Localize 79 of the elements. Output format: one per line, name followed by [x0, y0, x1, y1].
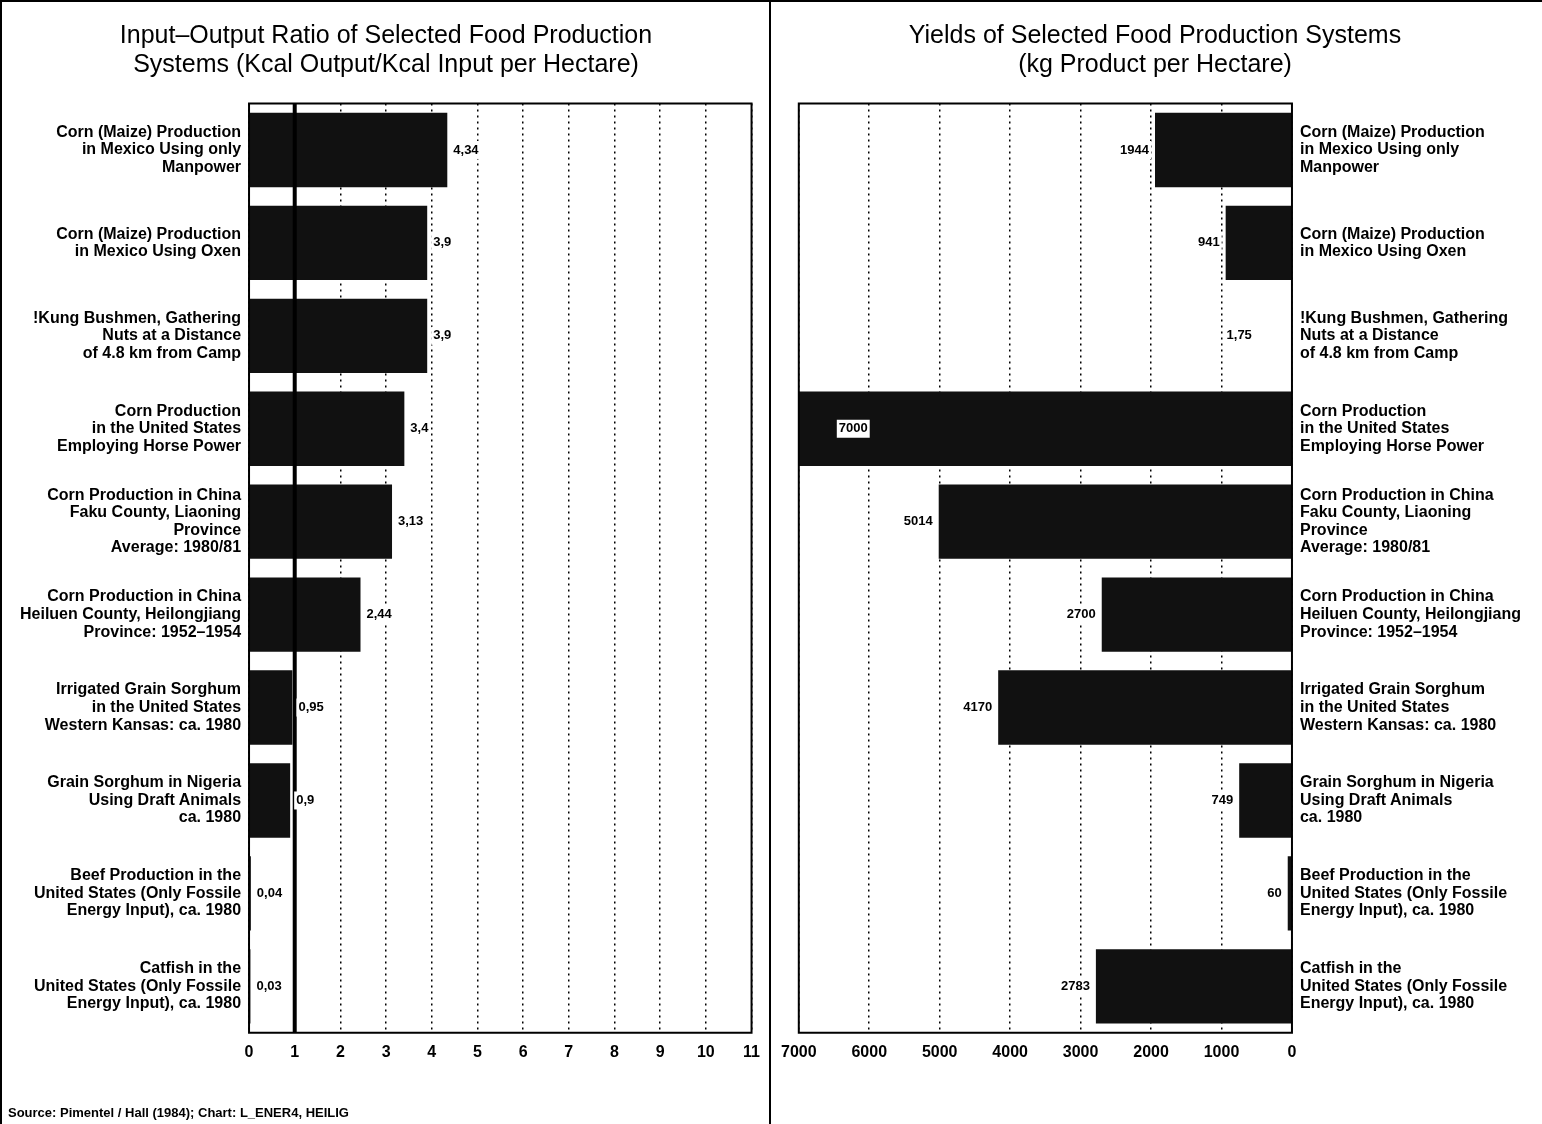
x-tick-label: 6000 — [851, 1042, 888, 1060]
y-tick-label: Grain Sorghum in Nigeria Using Draft Animals ca. 1980 — [47, 773, 242, 826]
y-tick-label: !Kung Bushmen, Gathering Nuts at a Distance of 4.8 km from Camp — [1299, 308, 1508, 361]
y-tick-label: Catfish in the United States (Only Fossile Energy Input), ca. 1980 — [33, 959, 242, 1012]
y-tick-label: Corn Production in China Heiluen County, Heilongjiang Province: 1952–1954 — [1299, 587, 1522, 640]
data-label: 2,44 — [366, 606, 393, 622]
data-label: 0,03 — [256, 977, 282, 993]
y-tick-label: !Kung Bushmen, Gathering Nuts at a Distance of 4.8 km from Camp — [33, 308, 242, 361]
y-tick-label: Beef Production in the United States (Only Fossile Energy Input), ca. 1980 — [1299, 866, 1508, 919]
chart-title: Input–Output Ratio of Selected Food Production Systems (Kcal Output/Kcal Input per Hectare) — [119, 20, 653, 78]
data-label: 3,13 — [398, 513, 424, 529]
data-label: 1,75 — [1226, 327, 1252, 343]
x-tick-label: 7000 — [781, 1042, 817, 1060]
y-tick-label: Corn (Maize) Production in Mexico Using Oxen — [56, 224, 242, 260]
x-tick-label: 5 — [473, 1042, 482, 1060]
bar — [1225, 205, 1292, 281]
bar — [249, 391, 405, 466]
bar — [249, 298, 428, 373]
x-tick-label: 7 — [564, 1042, 574, 1060]
x-tick-label: 11 — [743, 1042, 761, 1060]
y-tick-label: Irrigated Grain Sorghum in the United States Western Kansas: ca. 1980 — [44, 680, 242, 733]
data-label: 4170 — [963, 699, 993, 715]
y-tick-label: Corn (Maize) Production in Mexico Using only Manpower — [56, 122, 242, 175]
data-label: 3,9 — [433, 327, 452, 343]
y-tick-label: Corn Production in the United States Employing Horse Power — [56, 401, 242, 454]
bar — [798, 391, 1292, 466]
source-note: Source: Pimentel / Hall (1984); Chart: L_ENER4, HEILIG — [8, 1105, 349, 1120]
y-tick-label: Corn Production in China Faku County, Liaoning Province Average: 1980/81 — [1299, 485, 1494, 556]
bar — [249, 112, 448, 188]
chart-title: Yields of Selected Food Production Systems (kg Product per Hectare) — [908, 20, 1402, 78]
y-tick-label: Corn Production in China Faku County, Liaoning Province Average: 1980/81 — [47, 485, 242, 556]
x-tick-label: 1 — [290, 1042, 300, 1060]
x-tick-label: 1000 — [1203, 1042, 1240, 1060]
x-tick-label: 4000 — [992, 1042, 1029, 1060]
data-label: 2783 — [1060, 977, 1090, 993]
x-tick-label: 9 — [655, 1042, 665, 1060]
data-label: 0,95 — [298, 699, 324, 715]
bar — [249, 670, 293, 745]
x-tick-label: 2000 — [1133, 1042, 1169, 1060]
data-label: 749 — [1211, 792, 1234, 808]
bar — [1155, 112, 1292, 188]
data-label: 3,9 — [433, 234, 452, 250]
x-tick-label: 8 — [610, 1042, 620, 1060]
y-tick-label: Corn Production in China Heiluen County, Heilongjiang Province: 1952–1954 — [19, 587, 242, 640]
bar — [1095, 949, 1292, 1024]
data-label: 60 — [1267, 884, 1282, 900]
data-label: 0,04 — [256, 884, 283, 900]
y-tick-label: Catfish in the United States (Only Fossile Energy Input), ca. 1980 — [1299, 959, 1508, 1012]
x-tick-label: 5000 — [921, 1042, 958, 1060]
data-label: 0,9 — [296, 792, 315, 808]
bar — [249, 484, 393, 559]
data-label: 941 — [1197, 234, 1220, 250]
y-tick-label: Beef Production in the United States (Only Fossile Energy Input), ca. 1980 — [33, 866, 242, 919]
bar — [249, 577, 361, 652]
y-tick-label: Corn Production in the United States Employing Horse Power — [1299, 401, 1485, 454]
bar — [249, 205, 428, 281]
data-label: 4,34 — [453, 141, 480, 157]
x-tick-label: 3 — [381, 1042, 391, 1060]
y-tick-label: Corn (Maize) Production in Mexico Using Oxen — [1299, 224, 1485, 260]
x-tick-label: 6 — [518, 1042, 528, 1060]
x-tick-label: 4 — [427, 1042, 437, 1060]
bar — [998, 670, 1292, 745]
bar — [249, 763, 291, 838]
x-tick-label: 10 — [696, 1042, 715, 1060]
x-tick-label: 3000 — [1062, 1042, 1099, 1060]
y-tick-label: Grain Sorghum in Nigeria Using Draft Animals ca. 1980 — [1299, 773, 1494, 826]
bar — [938, 484, 1292, 559]
x-tick-label: 0 — [244, 1042, 254, 1060]
x-tick-label: 2 — [335, 1042, 345, 1060]
y-tick-label: Corn (Maize) Production in Mexico Using only Manpower — [1299, 122, 1485, 175]
data-label: 2700 — [1066, 606, 1096, 622]
x-tick-label: 0 — [1287, 1042, 1297, 1060]
data-label: 7000 — [838, 420, 868, 436]
data-label: 1944 — [1120, 141, 1150, 157]
y-tick-label: Irrigated Grain Sorghum in the United States Western Kansas: ca. 1980 — [1299, 680, 1497, 733]
data-label: 5014 — [903, 513, 934, 529]
data-label: 3,4 — [410, 420, 430, 436]
bar — [1101, 577, 1292, 652]
bar — [1239, 763, 1292, 838]
